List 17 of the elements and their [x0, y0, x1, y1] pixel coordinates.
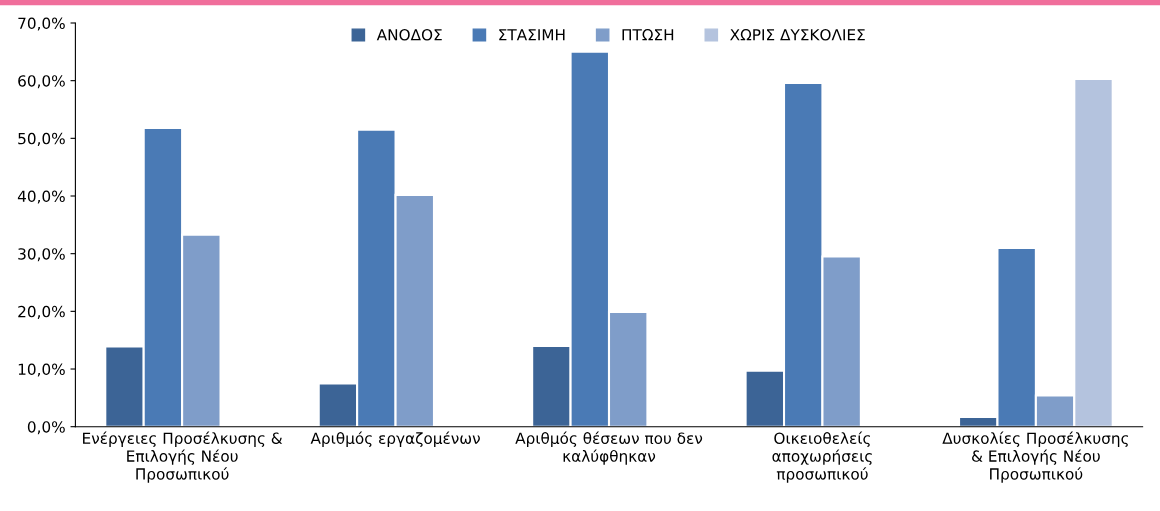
- y-tick-label: 10,0%: [18, 363, 65, 377]
- x-tick-label: Δυσκολίες Προσέλκυσης & Επιλογής Νέου Προσωπικού: [942, 431, 1129, 483]
- x-tick-label: Ενέργειες Προσέλκυσης & Επιλογής Νέου Προσωπικού: [83, 431, 283, 483]
- y-tick-label: 40,0%: [17, 190, 65, 204]
- legend-label: ΣΤΑΣΙΜΗ: [499, 29, 565, 41]
- y-tick-label: 60,0%: [18, 75, 65, 89]
- legend-label: ΑΝΟΔΟΣ: [376, 28, 442, 41]
- y-tick-label: 30,0%: [18, 248, 65, 262]
- y-tick-label: 50,0%: [18, 132, 65, 146]
- y-tick-label: 0,0%: [27, 421, 65, 435]
- x-tick-label: Οικειοθελείς αποχωρήσεις προσωπικού: [772, 431, 872, 483]
- x-tick-label: Αριθμός εργαζομένων: [310, 431, 480, 447]
- legend-label: ΠΤΩΣΗ: [622, 29, 674, 41]
- x-tick-label: Αριθμός θέσεων που δεν καλύφθηκαν: [515, 431, 703, 465]
- y-tick-label: 20,0%: [18, 305, 65, 319]
- y-tick-label: 70,0%: [18, 17, 65, 31]
- legend-label: ΧΩΡΙΣ ΔΥΣΚΟΛΙΕΣ: [730, 28, 865, 41]
